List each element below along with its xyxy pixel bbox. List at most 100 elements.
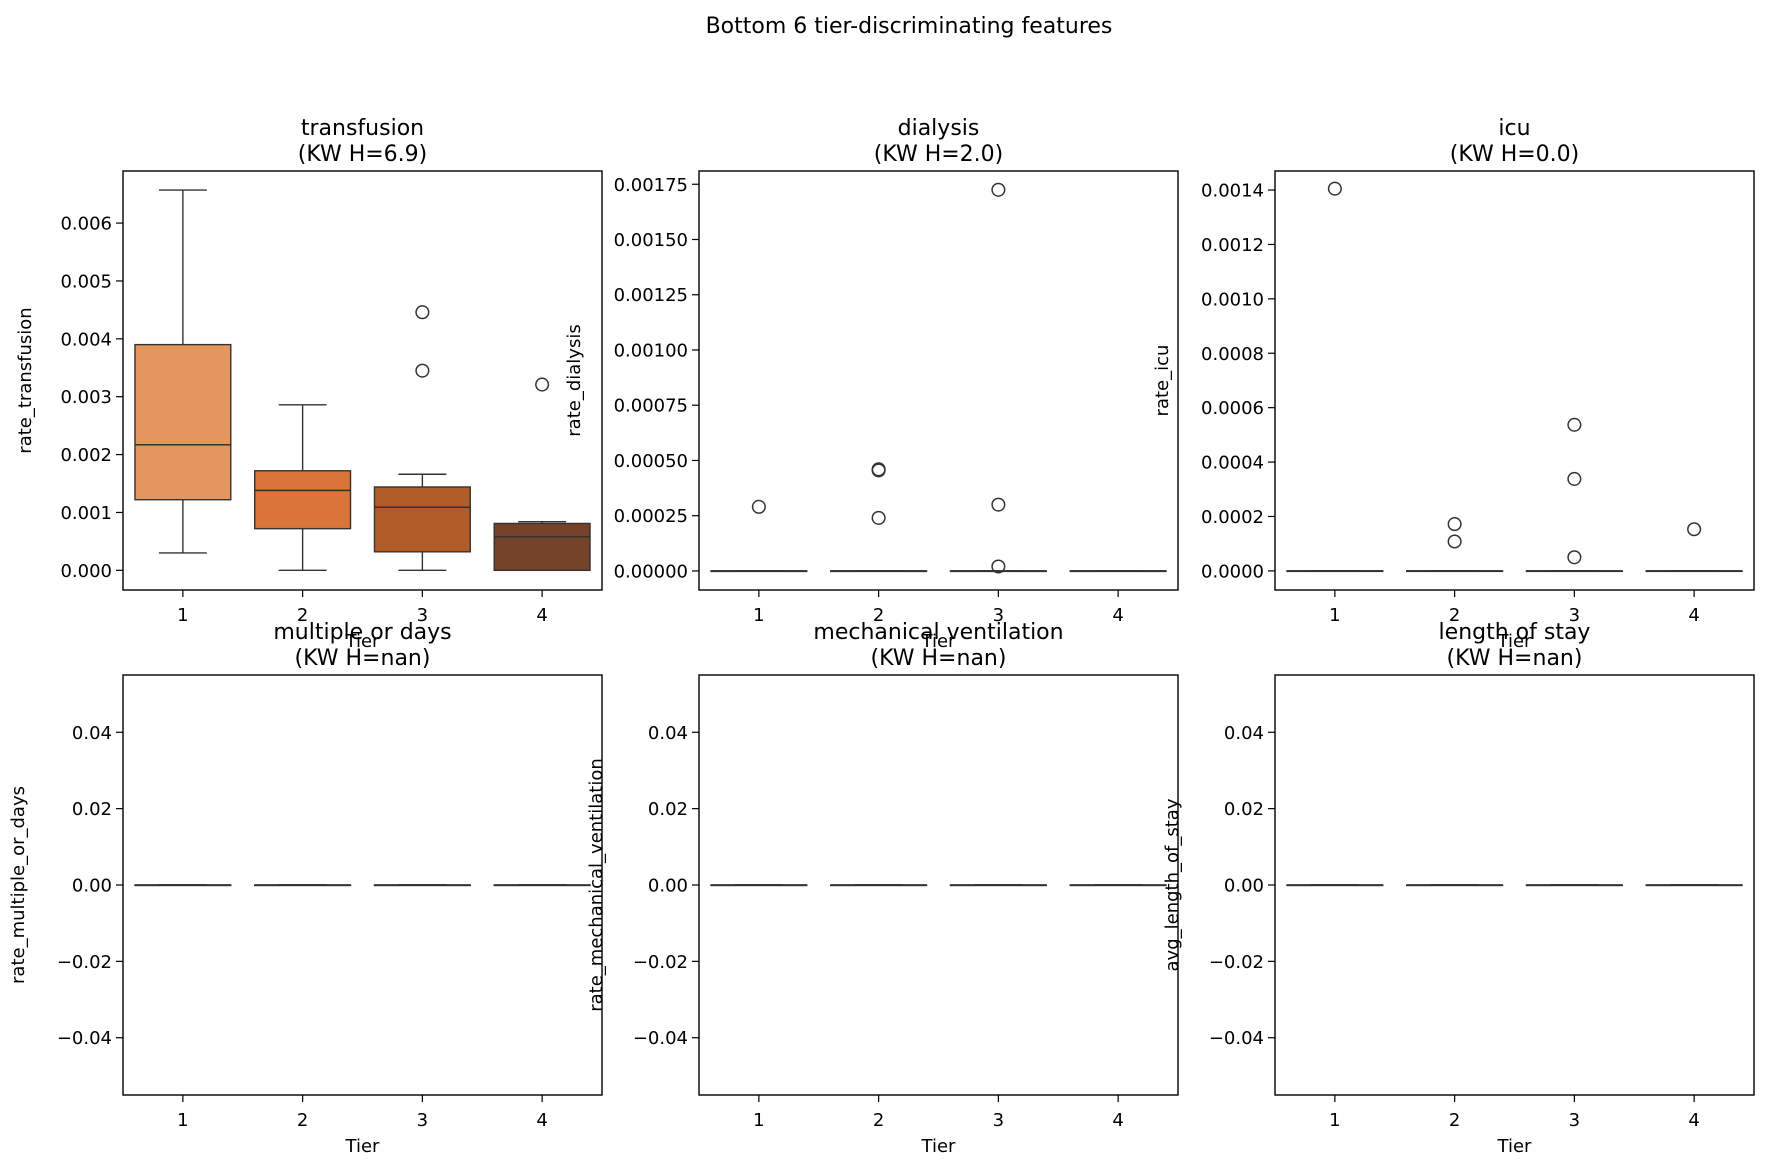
subplot-kw-statistic: (KW H=nan) xyxy=(871,646,1007,671)
x-tick-label: 4 xyxy=(1688,605,1699,626)
subplot-title: dialysis xyxy=(898,116,980,141)
x-tick-label: 1 xyxy=(1329,1110,1340,1131)
subplot-title: transfusion xyxy=(301,116,424,141)
y-tick-label: 0.00050 xyxy=(614,451,688,472)
y-tick-label: 0.003 xyxy=(60,387,112,408)
y-tick-label: 0.00175 xyxy=(614,175,688,196)
x-axis-label: Tier xyxy=(345,1136,381,1157)
subplot-3: icu(KW H=0.0) 0.0000 0.0002 0.0004 0.0006 0.0… xyxy=(1152,116,1755,652)
y-axis-label: avg_length_of_stay xyxy=(1162,798,1183,971)
y-axis-label: rate_icu xyxy=(1152,345,1173,417)
x-axis-label: Tier xyxy=(1497,1136,1533,1157)
box-tier-3 xyxy=(949,182,1047,574)
y-tick-label: 0.005 xyxy=(60,271,112,292)
box-tier-4 xyxy=(1645,884,1743,887)
box-iqr xyxy=(134,343,232,501)
y-tick-label: 0.00025 xyxy=(614,506,688,527)
x-tick-label: 4 xyxy=(536,605,547,626)
y-axis-label: rate_transfusion xyxy=(15,307,36,453)
y-tick-label: 0.0006 xyxy=(1201,398,1264,419)
subplot-6: length of stay(KW H=nan) −0.04 −0.02 0.00 0.… xyxy=(1162,620,1755,1157)
outlier-point xyxy=(991,559,1006,574)
subplot-kw-statistic: (KW H=nan) xyxy=(1447,646,1583,671)
axes-frame xyxy=(698,170,1179,591)
x-tick-label: 2 xyxy=(297,1110,308,1131)
x-tick-label: 3 xyxy=(417,605,428,626)
box-tier-2 xyxy=(1406,884,1504,887)
x-tick-label: 1 xyxy=(177,1110,188,1131)
y-tick-label: 0.00150 xyxy=(614,230,688,251)
subplot-5: mechanical ventilation(KW H=nan) −0.04 −0.… xyxy=(586,620,1179,1157)
outlier-point xyxy=(535,377,550,392)
y-tick-label: 0.04 xyxy=(648,723,688,744)
y-tick-label: 0.00100 xyxy=(614,340,688,361)
box-tier-4 xyxy=(493,377,591,572)
x-axis-label: Tier xyxy=(345,631,381,652)
y-tick-label: 0.00075 xyxy=(614,396,688,417)
subplot-kw-statistic: (KW H=nan) xyxy=(295,646,431,671)
box-tier-2 xyxy=(830,462,928,573)
box-tier-3 xyxy=(373,884,471,887)
x-tick-label: 1 xyxy=(177,605,188,626)
y-tick-label: 0.00125 xyxy=(614,285,688,306)
y-tick-label: 0.00 xyxy=(1224,876,1264,897)
outlier-point xyxy=(415,363,430,378)
x-tick-label: 4 xyxy=(536,1110,547,1131)
box-tier-1 xyxy=(134,189,232,554)
x-tick-label: 4 xyxy=(1112,1110,1123,1131)
subplot-kw-statistic: (KW H=2.0) xyxy=(874,142,1004,167)
outlier-point xyxy=(1327,181,1342,196)
y-tick-label: −0.02 xyxy=(1209,952,1264,973)
y-tick-label: 0.006 xyxy=(60,214,112,235)
x-tick-label: 3 xyxy=(993,605,1004,626)
subplot-title: mechanical ventilation xyxy=(813,620,1063,645)
outlier-point xyxy=(871,462,886,477)
y-tick-label: 0.0010 xyxy=(1201,289,1264,310)
x-tick-label: 3 xyxy=(993,1110,1004,1131)
subplot-kw-statistic: (KW H=0.0) xyxy=(1450,142,1580,167)
y-tick-label: −0.04 xyxy=(57,1028,112,1049)
y-tick-label: 0.02 xyxy=(72,799,112,820)
subplot-title: icu xyxy=(1498,116,1530,141)
y-tick-label: 0.00000 xyxy=(614,561,688,582)
axes-frame xyxy=(1274,170,1755,591)
outlier-point xyxy=(1567,550,1582,565)
y-tick-label: −0.02 xyxy=(57,952,112,973)
box-tier-1 xyxy=(710,884,808,887)
x-tick-label: 4 xyxy=(1112,605,1123,626)
y-tick-label: 0.04 xyxy=(1224,723,1264,744)
y-tick-label: 0.0000 xyxy=(1201,561,1264,582)
box-tier-2 xyxy=(254,884,352,887)
y-tick-label: 0.04 xyxy=(72,723,112,744)
box-tier-4 xyxy=(493,884,591,887)
y-tick-label: −0.04 xyxy=(633,1028,688,1049)
y-tick-label: 0.00 xyxy=(648,876,688,897)
y-tick-label: 0.004 xyxy=(60,329,112,350)
box-tier-1 xyxy=(710,499,808,573)
x-tick-label: 2 xyxy=(873,1110,884,1131)
x-tick-label: 2 xyxy=(297,605,308,626)
outlier-point xyxy=(1567,471,1582,486)
y-axis-label: rate_multiple_or_days xyxy=(8,786,29,984)
outlier-point xyxy=(991,182,1006,197)
x-tick-label: 3 xyxy=(1569,605,1580,626)
outlier-point xyxy=(1687,522,1702,537)
y-tick-label: 0.002 xyxy=(60,445,112,466)
box-tier-4 xyxy=(1069,884,1167,887)
outlier-point xyxy=(415,305,430,320)
y-tick-label: −0.02 xyxy=(633,952,688,973)
y-axis-label: rate_mechanical_ventilation xyxy=(586,758,607,1012)
box-iqr xyxy=(254,470,352,530)
box-tier-2 xyxy=(830,884,928,887)
y-tick-label: 0.00 xyxy=(72,876,112,897)
x-tick-label: 4 xyxy=(1688,1110,1699,1131)
outlier-point xyxy=(1567,417,1582,432)
subplot-kw-statistic: (KW H=6.9) xyxy=(298,142,428,167)
y-tick-label: 0.0002 xyxy=(1201,507,1264,528)
box-tier-3 xyxy=(949,884,1047,887)
box-tier-2 xyxy=(1406,517,1504,573)
x-axis-label: Tier xyxy=(1497,631,1533,652)
figure-title: Bottom 6 tier-discriminating features xyxy=(706,14,1113,39)
y-tick-label: 0.0004 xyxy=(1201,453,1264,474)
x-tick-label: 2 xyxy=(1449,1110,1460,1131)
